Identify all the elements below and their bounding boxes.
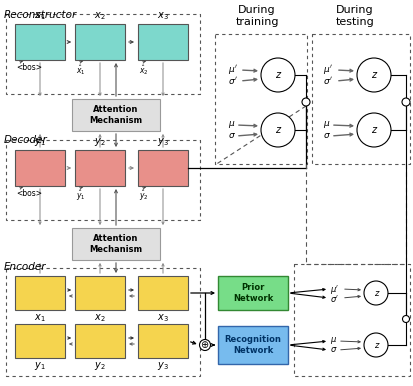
Text: $x_3$: $x_3$ xyxy=(157,312,169,324)
Circle shape xyxy=(401,98,409,106)
Text: $\sigma'$: $\sigma'$ xyxy=(329,293,338,303)
Bar xyxy=(138,24,188,60)
Text: $\sigma$: $\sigma$ xyxy=(329,345,337,354)
Bar xyxy=(15,150,65,186)
Text: $y_3$: $y_3$ xyxy=(157,360,169,372)
Text: $\hat{x}_1$: $\hat{x}_1$ xyxy=(76,63,85,77)
Text: $\mu$: $\mu$ xyxy=(322,120,330,130)
Text: Recognition
Network: Recognition Network xyxy=(224,335,281,355)
Bar xyxy=(311,34,409,164)
Text: $\sigma$: $\sigma$ xyxy=(228,132,235,141)
Bar xyxy=(15,324,65,358)
Text: $\sigma'$: $\sigma'$ xyxy=(322,76,332,86)
Text: Attention
Mechanism: Attention Mechanism xyxy=(89,234,142,254)
Text: $\hat{y}_1$: $\hat{y}_1$ xyxy=(76,189,85,203)
Circle shape xyxy=(301,98,309,106)
Bar xyxy=(6,140,199,220)
Text: $x_1$: $x_1$ xyxy=(34,10,46,22)
Bar xyxy=(214,34,306,164)
Bar xyxy=(75,276,125,310)
Bar xyxy=(6,14,199,94)
Text: During
training: During training xyxy=(235,5,278,27)
Text: $\mu$: $\mu$ xyxy=(228,120,235,130)
Text: z: z xyxy=(373,340,377,349)
Text: Prior
Network: Prior Network xyxy=(232,283,273,303)
Circle shape xyxy=(356,113,390,147)
Text: $x_2$: $x_2$ xyxy=(94,10,106,22)
Text: $x_2$: $x_2$ xyxy=(94,312,106,324)
Text: z: z xyxy=(275,125,280,135)
Bar xyxy=(72,99,159,131)
Text: $x_1$: $x_1$ xyxy=(34,312,46,324)
Bar xyxy=(293,264,409,376)
Text: $y_3$: $y_3$ xyxy=(157,136,169,148)
Text: z: z xyxy=(275,70,280,80)
Text: z: z xyxy=(370,125,376,135)
Circle shape xyxy=(260,58,294,92)
Bar xyxy=(75,24,125,60)
Text: Decoder: Decoder xyxy=(4,135,47,145)
Text: $\mu'$: $\mu'$ xyxy=(322,64,332,76)
Text: z: z xyxy=(370,70,376,80)
Text: Reconstructor: Reconstructor xyxy=(4,10,77,20)
Text: $\hat{x}_2$: $\hat{x}_2$ xyxy=(139,63,148,77)
Bar xyxy=(75,324,125,358)
Text: $\mu'$: $\mu'$ xyxy=(329,283,339,296)
Text: <bos>: <bos> xyxy=(16,63,42,72)
Text: $\mu'$: $\mu'$ xyxy=(228,64,237,76)
Text: Attention
Mechanism: Attention Mechanism xyxy=(89,105,142,125)
Bar xyxy=(72,228,159,260)
Circle shape xyxy=(356,58,390,92)
Bar xyxy=(15,276,65,310)
Text: z: z xyxy=(373,288,377,298)
Text: $y_1$: $y_1$ xyxy=(34,136,46,148)
Text: $y_1$: $y_1$ xyxy=(34,360,46,372)
Text: $y_2$: $y_2$ xyxy=(94,136,106,148)
Bar xyxy=(138,150,188,186)
Circle shape xyxy=(199,340,210,350)
Text: Encoder: Encoder xyxy=(4,262,46,272)
Text: $\sigma'$: $\sigma'$ xyxy=(228,76,237,86)
Text: During
testing: During testing xyxy=(335,5,373,27)
Circle shape xyxy=(401,315,408,322)
Bar xyxy=(138,324,188,358)
Text: <bos>: <bos> xyxy=(16,189,42,198)
Bar xyxy=(6,268,199,376)
Text: $\oplus$: $\oplus$ xyxy=(200,340,209,350)
Bar xyxy=(138,276,188,310)
Text: $y_2$: $y_2$ xyxy=(94,360,106,372)
Text: $\mu$: $\mu$ xyxy=(329,335,336,347)
Bar xyxy=(218,326,287,364)
Circle shape xyxy=(363,333,387,357)
Bar xyxy=(75,150,125,186)
Text: $\hat{y}_2$: $\hat{y}_2$ xyxy=(139,189,148,203)
Text: $x_3$: $x_3$ xyxy=(157,10,169,22)
Bar xyxy=(15,24,65,60)
Text: $\sigma$: $\sigma$ xyxy=(322,132,330,141)
Circle shape xyxy=(260,113,294,147)
Circle shape xyxy=(363,281,387,305)
Bar xyxy=(218,276,287,310)
